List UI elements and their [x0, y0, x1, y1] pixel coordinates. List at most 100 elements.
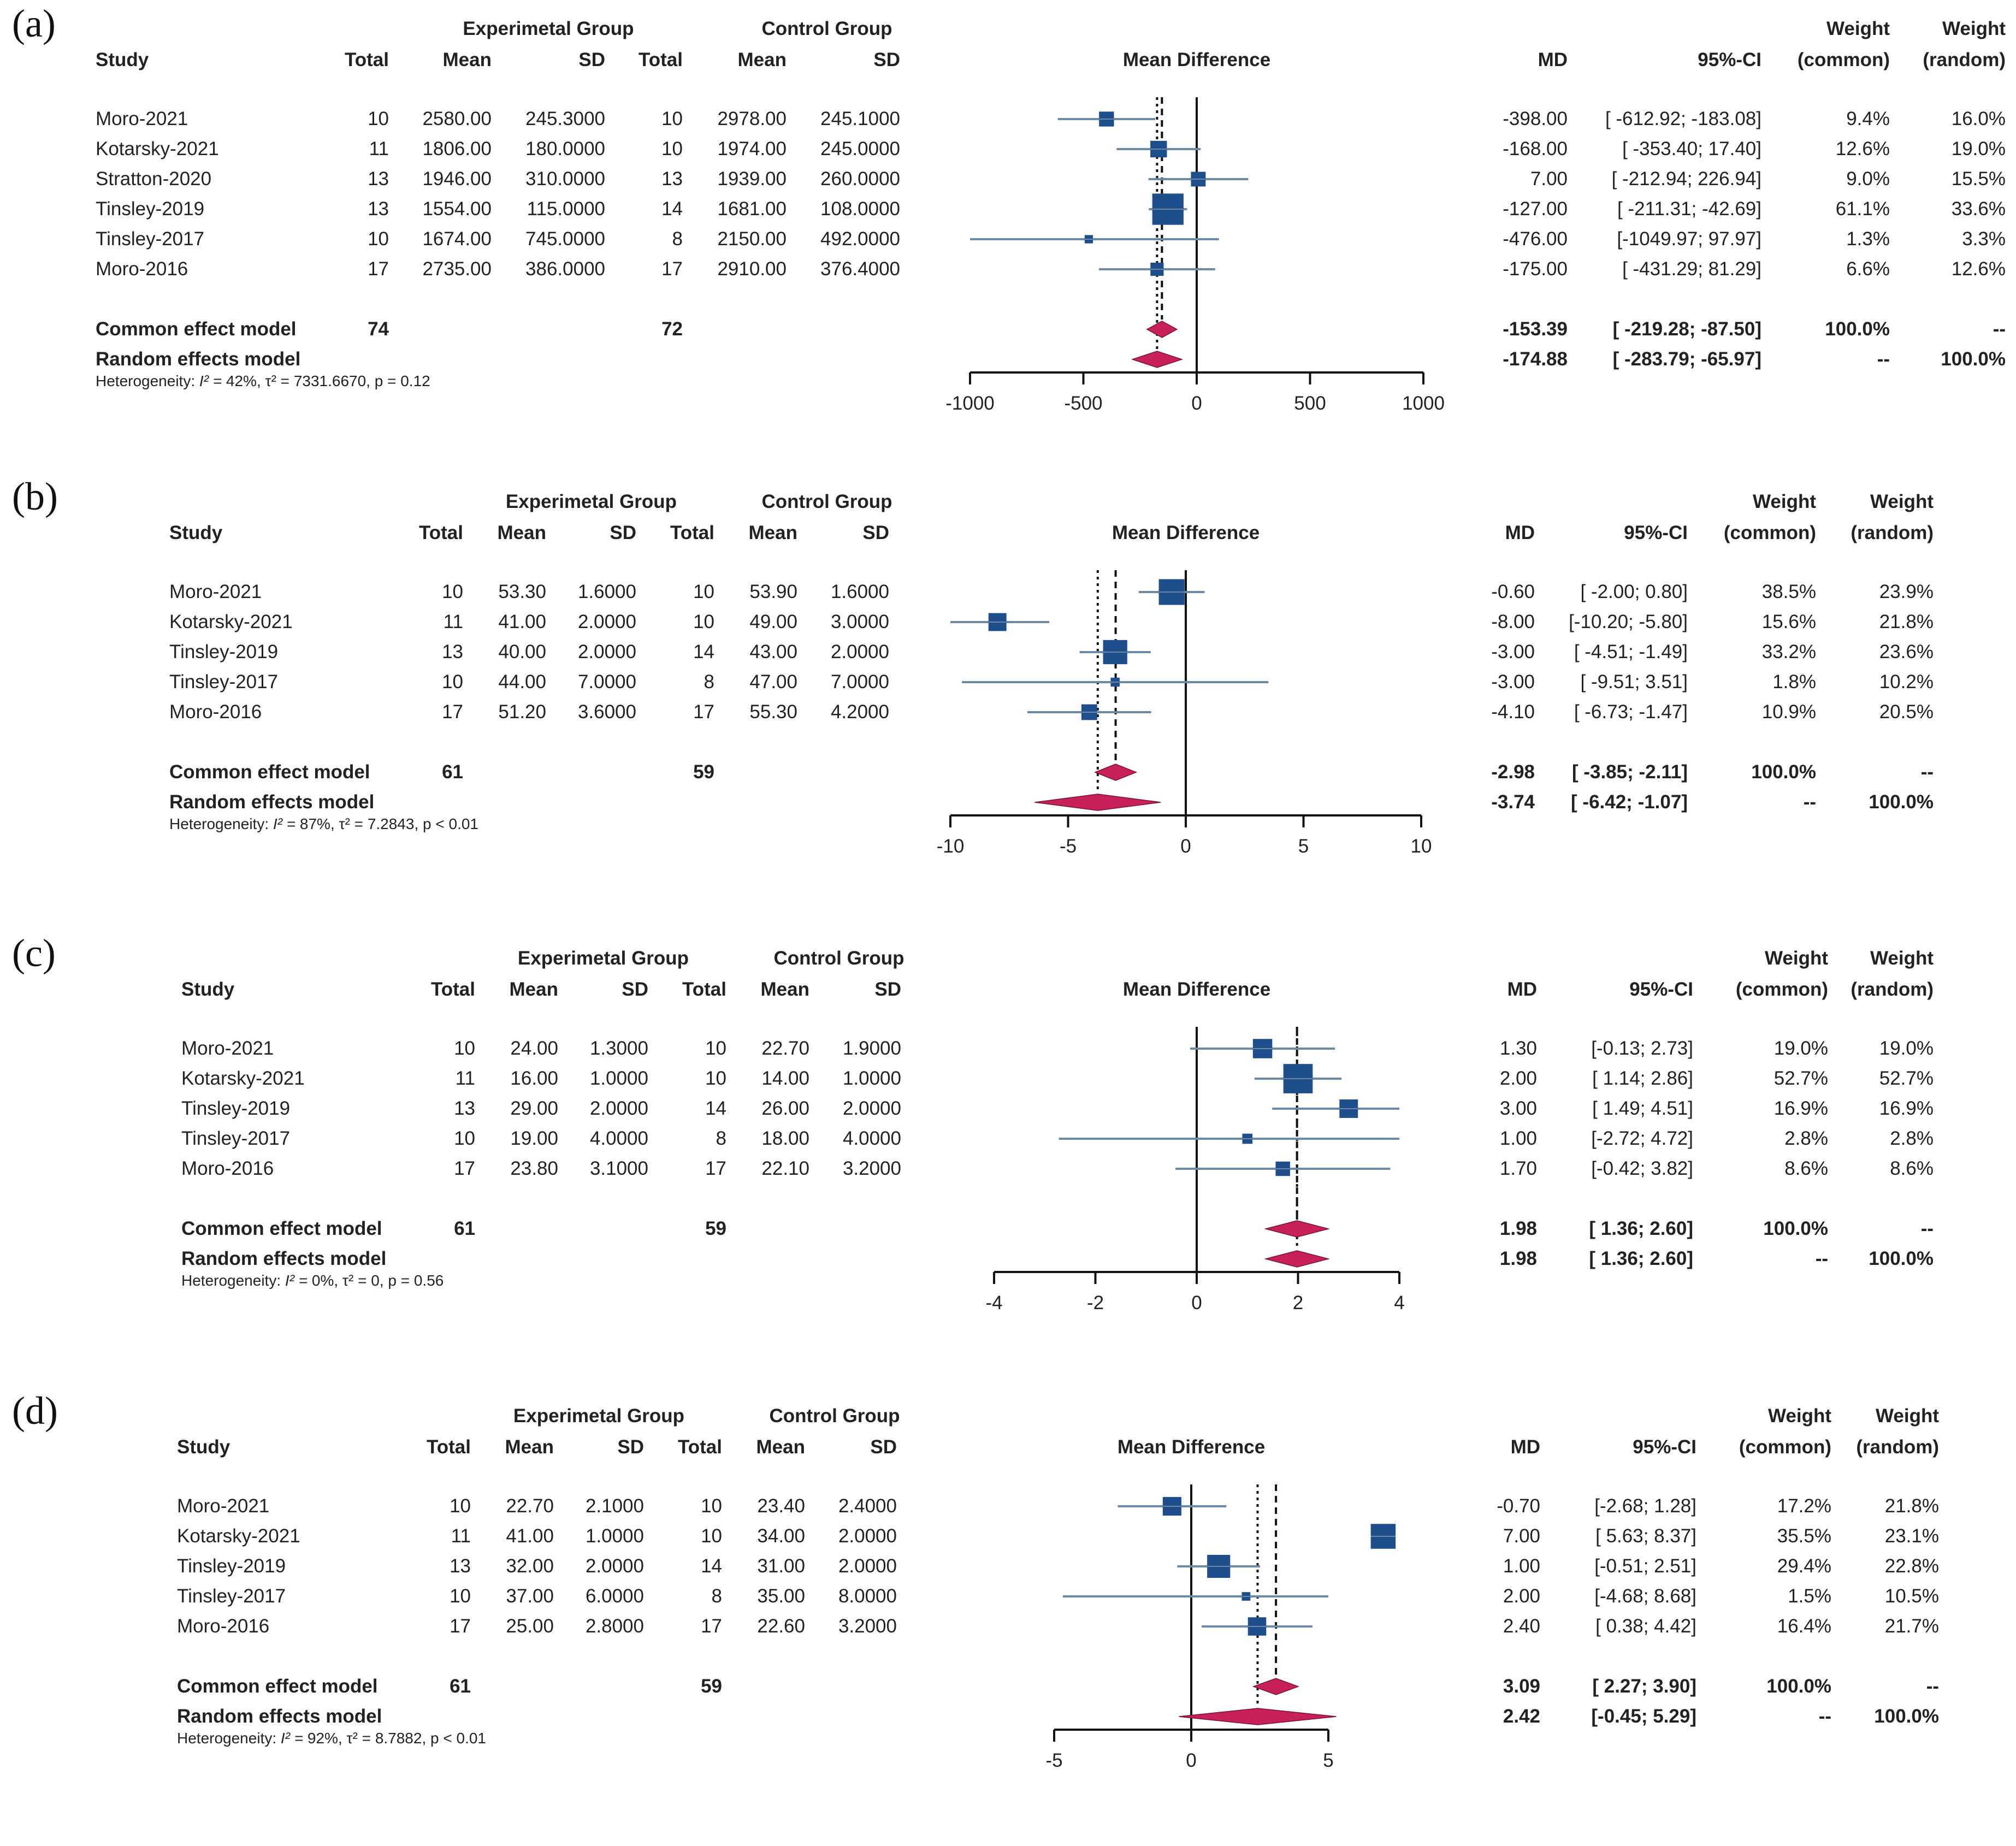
exp-total-cell: 11	[369, 138, 389, 159]
x-axis-tick-label: 5	[1298, 836, 1309, 857]
exp-sd-cell: 1.0000	[589, 1068, 648, 1089]
study-name: Tinsley-2019	[177, 1555, 286, 1577]
x-axis-tick-label: 4	[1394, 1292, 1404, 1313]
ctrl-mean-cell: 49.00	[749, 611, 797, 632]
x-axis-tick-label: 0	[1180, 836, 1191, 857]
weight-random-cell: 33.6%	[1951, 198, 2006, 220]
weight-common-cell: 17.2%	[1777, 1495, 1831, 1517]
ctrl-mean-cell: 34.00	[757, 1525, 805, 1547]
ctrl-mean-cell: 47.00	[749, 671, 797, 693]
study-name: Kotarsky-2021	[169, 611, 293, 632]
ctrl-mean-cell: 35.00	[757, 1585, 805, 1607]
ctrl-sd-cell: 2.0000	[838, 1525, 897, 1547]
forest-plot-area: -1000 -500 0 500 1000	[945, 97, 1445, 414]
weight-random-header: Weight	[1942, 18, 2006, 39]
exp-mean-header: Mean	[505, 1436, 554, 1458]
ci-header: 95%-CI	[1698, 49, 1761, 70]
common-ci: [ -3.85; -2.11]	[1571, 761, 1688, 783]
random-ci: [ -6.42; -1.07]	[1571, 791, 1688, 813]
exp-mean-cell: 1674.00	[422, 228, 492, 250]
study-column-header: Study	[181, 979, 235, 1000]
common-ci: [ 1.36; 2.60]	[1589, 1218, 1693, 1239]
ctrl-total-cell: 14	[661, 198, 683, 220]
weight-common-cell: 10.9%	[1761, 701, 1816, 723]
study-name: Tinsley-2017	[169, 671, 279, 693]
ctrl-sd-cell: 4.2000	[830, 701, 889, 723]
random-effect-diamond	[1034, 794, 1161, 811]
ctrl-total-cell: 10	[701, 1495, 722, 1517]
common-weight-random: --	[1920, 1218, 1934, 1239]
md-cell: -476.00	[1503, 228, 1568, 250]
study-name: Moro-2016	[177, 1616, 270, 1637]
weight-common-header: Weight	[1767, 1405, 1831, 1427]
weight-common-cell: 9.4%	[1846, 108, 1890, 129]
x-axis-tick-label: 10	[1411, 836, 1432, 857]
common-model-label: Common effect model	[177, 1676, 378, 1697]
heterogeneity-stats: Heterogeneity: I² = 92%, τ² = 8.7882, p …	[177, 1731, 486, 1746]
ctrl-total-cell: 8	[716, 1128, 726, 1149]
ctrl-sd-header: SD	[874, 979, 901, 1000]
common-exp-total: 61	[454, 1218, 475, 1239]
het-label: Heterogeneity:	[181, 1272, 285, 1289]
exp-mean-cell: 24.00	[510, 1038, 558, 1059]
weight-common-header: Weight	[1826, 18, 1890, 39]
exp-mean-cell: 1554.00	[422, 198, 492, 220]
weight-random-cell: 22.8%	[1884, 1555, 1939, 1577]
experimental-group-header: Experimetal Group	[505, 491, 677, 512]
ctrl-sd-cell: 4.0000	[842, 1128, 901, 1149]
ctrl-total-cell: 14	[693, 641, 714, 662]
mean-difference-header: Mean Difference	[1112, 522, 1260, 543]
ctrl-total-cell: 8	[672, 228, 683, 250]
exp-sd-cell: 3.6000	[577, 701, 636, 723]
random-weight-common: --	[1815, 1248, 1828, 1269]
het-tau2-value: 8.7882	[375, 1730, 422, 1747]
x-axis-tick-label: -2	[1087, 1292, 1104, 1313]
weight-random-cell: 52.7%	[1879, 1068, 1934, 1089]
exp-total-header: Total	[426, 1436, 471, 1458]
ctrl-mean-header: Mean	[760, 979, 809, 1000]
exp-sd-cell: 3.1000	[589, 1158, 648, 1179]
exp-sd-cell: 245.3000	[525, 108, 605, 129]
ctrl-sd-cell: 3.2000	[842, 1158, 901, 1179]
exp-total-cell: 13	[368, 198, 389, 220]
ctrl-mean-cell: 18.00	[761, 1128, 809, 1149]
common-model-label: Common effect model	[181, 1218, 382, 1239]
control-group-header: Control Group	[761, 18, 892, 39]
common-weight-random: --	[1926, 1676, 1939, 1697]
study-name: Kotarsky-2021	[177, 1525, 300, 1547]
het-i2-value: 42%	[226, 372, 257, 389]
ctrl-sd-cell: 376.4000	[820, 258, 900, 280]
weight-common-cell: 15.6%	[1761, 611, 1816, 632]
weight-common-cell: 61.1%	[1835, 198, 1890, 220]
ctrl-total-cell: 10	[701, 1525, 722, 1547]
exp-total-cell: 11	[455, 1068, 475, 1089]
ci-cell: [ -612.92; -183.08]	[1605, 108, 1761, 129]
het-sep: , τ² =	[256, 372, 294, 389]
exp-sd-header: SD	[617, 1436, 644, 1458]
x-axis-tick-label: -500	[1064, 393, 1102, 414]
ctrl-total-cell: 10	[661, 108, 683, 129]
exp-sd-header: SD	[578, 49, 605, 70]
common-ci: [ 2.27; 3.90]	[1592, 1676, 1696, 1697]
exp-mean-cell: 44.00	[498, 671, 546, 693]
ctrl-sd-cell: 2.0000	[842, 1098, 901, 1119]
ci-cell: [-0.13; 2.73]	[1591, 1038, 1693, 1059]
exp-sd-cell: 2.0000	[577, 641, 636, 662]
weight-common-cell: 6.6%	[1846, 258, 1890, 280]
het-tau2-value: 0	[371, 1272, 380, 1289]
ci-cell: [-2.72; 4.72]	[1591, 1128, 1693, 1149]
ctrl-total-cell: 17	[701, 1616, 722, 1637]
random-md: 1.98	[1499, 1248, 1537, 1269]
ctrl-total-header: Total	[677, 1436, 722, 1458]
random-md: -174.88	[1503, 348, 1568, 370]
weight-random-cell: 23.9%	[1879, 581, 1934, 602]
md-cell: -3.00	[1491, 641, 1535, 662]
weight-common-cell: 9.0%	[1846, 168, 1890, 190]
exp-total-cell: 10	[454, 1128, 475, 1149]
ctrl-mean-cell: 2150.00	[717, 228, 787, 250]
weight-random-cell: 16.9%	[1879, 1098, 1934, 1119]
weight-random-header: Weight	[1875, 1405, 1939, 1427]
het-i2-symbol: I² =	[280, 1730, 308, 1747]
ctrl-total-cell: 14	[701, 1555, 722, 1577]
forest-plot-area: -10 -5 0 5 10	[937, 570, 1432, 857]
